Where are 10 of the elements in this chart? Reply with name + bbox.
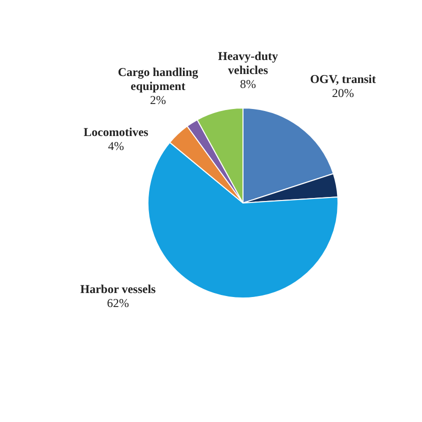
data-label: 2% <box>150 93 166 107</box>
slice-label: Locomotives <box>84 125 149 139</box>
slice-label: OGV, transit <box>310 72 376 86</box>
data-label: 20% <box>332 86 354 100</box>
slice-label: Harbor vessels <box>80 282 156 296</box>
data-label: 62% <box>107 296 129 310</box>
slice-label: Cargo handling equipment <box>118 65 198 93</box>
slice-label: Heavy-duty vehicles <box>218 49 278 77</box>
data-label: 8% <box>240 77 256 91</box>
data-label: 4% <box>108 139 124 153</box>
